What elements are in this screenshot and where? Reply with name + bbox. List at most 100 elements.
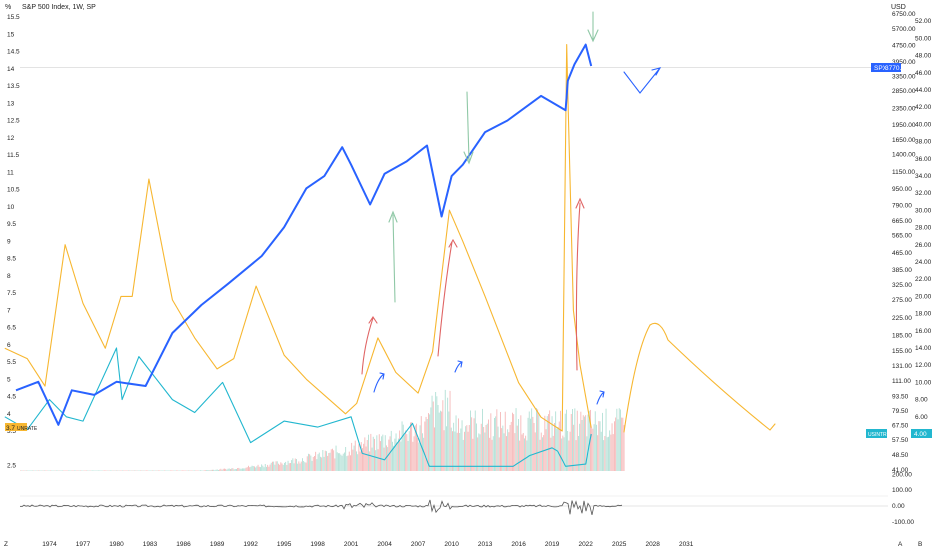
red-arrow-2000[interactable]	[361, 316, 378, 375]
volume-bar	[316, 459, 318, 471]
volume-bar	[143, 470, 145, 471]
x-tick-label: 2022	[578, 541, 593, 548]
volume-bar	[420, 416, 422, 471]
blue-arrow-2008[interactable]	[454, 360, 463, 373]
oscillator-pane	[19, 499, 888, 515]
oscillator-tick-label: 200.00	[892, 471, 912, 478]
right-price-tick-label: 155.00	[892, 348, 912, 355]
projection-arrow[interactable]	[623, 67, 662, 94]
volume-bar	[442, 400, 444, 471]
volume-bar	[593, 424, 595, 471]
left-tick-label: 5.5	[7, 359, 16, 366]
volume-bar	[443, 430, 445, 471]
volume-bar	[176, 470, 177, 471]
volume-bar	[62, 470, 63, 471]
green-arrow-2008[interactable]	[463, 91, 474, 165]
volume-bar	[212, 469, 213, 471]
volume-bar	[315, 451, 317, 471]
volume-bar	[441, 411, 443, 471]
volume-bar	[605, 408, 607, 471]
volume-bar	[462, 439, 464, 471]
volume-bar	[449, 390, 451, 471]
volume-bar	[174, 470, 176, 471]
volume-bar	[327, 455, 329, 471]
volume-bar	[66, 470, 68, 471]
right-pct-tick-label: 42.00	[915, 104, 932, 111]
projection-curve[interactable]	[623, 322, 776, 433]
volume-bar	[584, 416, 585, 471]
volume-bar	[128, 470, 129, 471]
green-arrow-2002[interactable]	[388, 210, 398, 303]
x-tick-label: 1986	[176, 541, 191, 548]
volume-bar	[551, 416, 553, 471]
right-pct-tick-label: 36.00	[915, 156, 932, 163]
volume-bar	[550, 437, 552, 471]
volume-bar	[135, 470, 137, 471]
volume-bar	[294, 458, 296, 471]
green-arrow-2020[interactable]	[587, 11, 599, 43]
volume-bar	[178, 470, 180, 471]
corner-right-label-b[interactable]: B	[918, 541, 922, 548]
red-arrow-2007[interactable]	[437, 238, 458, 357]
volume-bar	[216, 469, 218, 471]
volume-bar	[524, 438, 525, 471]
volume-bar	[71, 470, 73, 471]
volume-bar	[171, 470, 173, 471]
volume-bar	[568, 440, 570, 471]
volume-bar	[237, 468, 239, 471]
volume-bar	[489, 437, 491, 471]
volume-bar	[190, 470, 192, 471]
volume-bar	[392, 441, 393, 471]
right-price-tick-label: 2850.00	[892, 88, 916, 95]
volume-bar	[329, 452, 331, 471]
volume-bar	[401, 421, 403, 471]
volume-bar	[320, 456, 321, 471]
volume-bar	[230, 469, 231, 471]
volume-bar	[428, 413, 429, 471]
volume-bar	[248, 465, 249, 471]
left-tick-label: 15	[7, 31, 15, 38]
volume-bar	[548, 414, 549, 471]
blue-arrow-2021[interactable]	[596, 390, 605, 405]
corner-right-label-a[interactable]: A	[898, 541, 903, 548]
volume-bar	[359, 451, 361, 471]
volume-bar	[455, 415, 457, 471]
oscillator-tick-label: 100.00	[892, 487, 912, 494]
volume-bar	[26, 470, 27, 471]
volume-bar	[82, 470, 84, 471]
red-arrow-2019[interactable]	[575, 197, 585, 371]
volume-bar	[107, 470, 109, 471]
volume-bar	[183, 470, 185, 471]
volume-bar	[402, 424, 404, 471]
volume-bar	[521, 434, 523, 471]
volume-bar	[358, 444, 360, 471]
volume-bar	[471, 417, 473, 471]
volume-bar	[533, 423, 535, 471]
corner-left-label[interactable]: Z	[4, 541, 8, 548]
volume-bar	[491, 439, 493, 471]
blue-arrow-2002[interactable]	[373, 372, 385, 393]
volume-bar	[318, 452, 320, 471]
volume-bar	[567, 431, 569, 471]
volume-bar	[207, 470, 209, 471]
volume-bar	[516, 425, 518, 471]
x-tick-label: 2028	[645, 541, 660, 548]
volume-bar	[297, 463, 299, 471]
volume-bar	[272, 461, 273, 471]
volume-bar	[362, 448, 363, 471]
volume-bar	[221, 469, 223, 471]
volume-bar	[406, 434, 408, 471]
right-pct-tick-label: 16.00	[915, 328, 932, 335]
volume-bar	[246, 467, 248, 471]
volume-bar	[382, 434, 384, 471]
volume-bar	[396, 442, 398, 471]
volume-bar	[357, 454, 359, 471]
volume-bar	[450, 427, 452, 471]
volume-bar	[576, 410, 578, 471]
volume-bar	[614, 421, 615, 471]
volume-bar	[623, 425, 625, 471]
volume-bar	[526, 440, 528, 471]
series-lines	[4, 43, 888, 497]
volume-bar	[284, 462, 285, 471]
volume-bar	[472, 438, 474, 471]
